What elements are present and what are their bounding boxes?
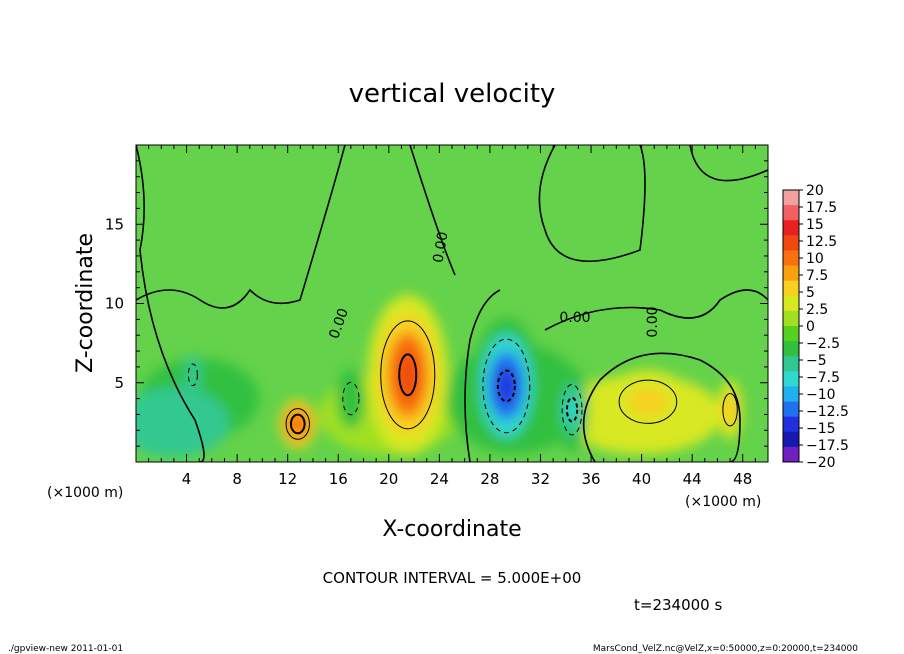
x-tick-label-5: 24 (430, 470, 449, 488)
colorbar-label-1: 17.5 (806, 200, 837, 216)
field-feature-0-3 (397, 350, 418, 399)
x-tick-label-8: 36 (581, 470, 600, 488)
zero-contour-5 (544, 289, 768, 331)
colorbar-label-12: −10 (806, 387, 836, 403)
colorbar-label-6: 5 (806, 285, 815, 301)
field-feature-6-1 (187, 362, 198, 387)
x-unit-left: (×1000 m) (47, 485, 123, 501)
colorbar-swatch-15 (783, 416, 799, 433)
contour-3-inner (565, 396, 579, 423)
x-tick-label-4: 20 (379, 470, 398, 488)
colorbar-label-2: 15 (806, 217, 824, 233)
colorbar-swatch-12 (783, 371, 799, 387)
colorbar-label-16: −20 (806, 455, 836, 471)
y-tick-label-1: 10 (105, 295, 124, 313)
footer-right: MarsCond_VelZ.nc@VelZ,x=0:50000,z=0:2000… (593, 644, 858, 654)
field-background-4 (136, 387, 229, 458)
velocity-field (136, 294, 743, 458)
colorbar-label-4: 10 (806, 251, 824, 267)
colorbar-swatch-4 (783, 250, 799, 267)
colorbar-label-9: −2.5 (806, 336, 840, 352)
field-feature-1-2 (289, 412, 306, 435)
contour-interval: CONTOUR INTERVAL = 5.000E+00 (323, 569, 582, 587)
colorbar-swatch-7 (783, 295, 799, 312)
colorbar: 2017.51512.5107.552.50−2.5−5−7.5−10−12.5… (782, 183, 849, 471)
colorbar-label-10: −5 (806, 353, 827, 369)
colorbar-swatch-16 (783, 431, 799, 448)
contour-7-outer (342, 381, 360, 416)
field-feature-5-1 (722, 391, 739, 428)
zero-contour-6 (582, 352, 741, 462)
y-axis: 5 10 15 (105, 160, 768, 447)
x-tick-label-10: 44 (683, 470, 702, 488)
colorbar-swatch-9 (783, 326, 799, 342)
colorbar-swatch-8 (783, 310, 799, 327)
contour-1-inner (289, 413, 306, 435)
x-tick-label-11: 48 (733, 470, 752, 488)
colorbar-label-15: −17.5 (806, 438, 849, 454)
contour-label-2: 0.00 (559, 310, 590, 326)
colorbar-swatch-13 (783, 386, 799, 403)
colorbar-label-11: −7.5 (806, 370, 840, 386)
colorbar-label-7: 2.5 (806, 302, 828, 318)
contour-2-outer (482, 338, 531, 434)
zero-contour-2 (409, 145, 456, 276)
time-label: t=234000 s (634, 596, 722, 614)
x-tick-label-6: 28 (480, 470, 499, 488)
field-feature-3-2 (566, 395, 579, 424)
colorbar-label-8: 0 (806, 319, 815, 335)
contour-5-outer (722, 392, 738, 427)
zero-contour-4 (689, 145, 768, 182)
plot-area: 0.000.000.00 0.00 (135, 144, 769, 463)
colorbar-swatch-6 (783, 280, 799, 297)
colorbar-swatch-10 (783, 341, 799, 357)
field-feature-7-1 (341, 380, 360, 417)
x-axis-title: X-coordinate (382, 517, 521, 542)
field-feature-4-2 (627, 387, 668, 416)
colorbar-swatch-3 (783, 235, 799, 251)
colorbar-swatch-11 (783, 356, 799, 372)
contour-lines: 0.000.000.00 0.00 (136, 145, 768, 462)
colorbar-label-5: 7.5 (806, 268, 828, 284)
colorbar-swatch-2 (783, 220, 799, 236)
colorbar-swatch-0 (783, 190, 799, 206)
colorbar-label-13: −12.5 (806, 404, 849, 420)
zero-contour-1 (136, 145, 205, 462)
colorbar-swatch-5 (783, 265, 799, 282)
contour-1-outer (285, 408, 310, 440)
x-tick-label-7: 32 (531, 470, 550, 488)
zero-contour-3 (538, 145, 646, 262)
contour-2-inner (496, 369, 516, 403)
zero-contour-0 (136, 145, 346, 309)
y-tick-label-0: 5 (114, 374, 124, 392)
contour-0-outer (380, 320, 436, 430)
contour-4-outer (618, 379, 678, 424)
x-unit-right: (×1000 m) (685, 494, 761, 510)
contour-6-outer (187, 363, 198, 387)
x-tick-label-2: 12 (278, 470, 297, 488)
colorbar-swatch-17 (783, 446, 799, 463)
colorbar-label-3: 12.5 (806, 234, 837, 250)
x-tick-label-1: 8 (232, 470, 242, 488)
contour-label-1: 0.00 (430, 231, 451, 264)
footer-left: ./gpview-new 2011-01-01 (8, 644, 123, 654)
colorbar-swatch-14 (783, 401, 799, 418)
contour-3-outer (561, 383, 583, 436)
zero-contour-7 (464, 289, 501, 462)
y-tick-label-2: 15 (105, 215, 124, 233)
x-axis: 4 8 12 16 20 24 28 32 36 40 44 48 (148, 145, 756, 488)
field-feature-2-3 (496, 367, 517, 404)
x-tick-label-0: 4 (182, 470, 192, 488)
contour-0-inner (398, 353, 418, 397)
contour-label-3: 0.00 (645, 306, 661, 337)
colorbar-swatch-1 (783, 205, 799, 221)
chart-title: vertical velocity (349, 79, 556, 109)
x-tick-label-9: 40 (632, 470, 651, 488)
colorbar-label-14: −15 (806, 421, 836, 437)
y-axis-title: Z-coordinate (73, 233, 98, 373)
x-tick-label-3: 16 (329, 470, 348, 488)
colorbar-label-0: 20 (806, 183, 824, 199)
